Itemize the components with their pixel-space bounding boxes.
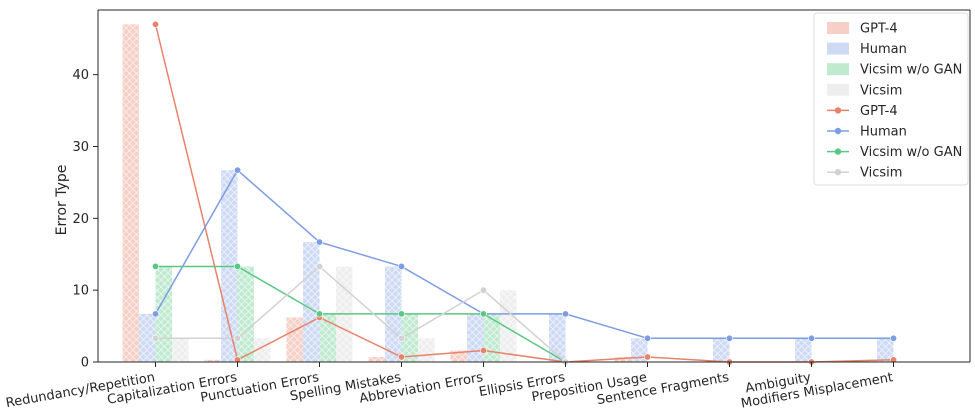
bar-hatch-human [467,313,484,362]
bar-hatch-vicsim [500,290,517,362]
bar-hatch-human [631,338,648,362]
y-tick-label: 10 [72,284,89,299]
bar-hatch-human [549,313,566,362]
y-tick-label: 40 [72,68,89,83]
lines-layer [152,20,897,366]
legend-marker [834,127,842,135]
point-human [807,334,815,342]
point-vicsim-w-o-gan [234,262,242,270]
bar-hatch-human [303,242,320,362]
point-human [643,334,651,342]
bar-hatch-vicsim-w-o-gan [401,313,418,362]
legend-label: Human [860,125,907,140]
bar-hatch-gpt-4 [204,359,221,362]
point-vicsim-w-o-gan [152,262,160,270]
legend-label: Vicsim w/o GAN [860,63,962,78]
y-tick-label: 20 [72,212,89,227]
legend-label: Human [860,42,907,57]
point-human [561,310,569,318]
point-vicsim-w-o-gan [479,310,487,318]
bar-hatch-vicsim-w-o-gan [237,266,254,362]
legend-bar-swatch [827,83,849,96]
legend-label: GPT-4 [860,22,898,37]
point-vicsim [234,334,242,342]
point-human [889,334,897,342]
y-tick-label: 0 [81,356,89,371]
legend-marker [834,148,842,155]
bar-hatch-human [795,338,812,362]
legend-bar-swatch [827,22,849,34]
line-vicsim-w-o-gan [155,265,566,363]
bar-hatch-vicsim-w-o-gan [319,313,336,362]
legend-frame [813,12,969,186]
point-human [152,310,160,318]
legend-marker [834,169,842,176]
point-human [397,262,405,270]
line-vicsim [155,265,566,363]
axes-layer [97,9,971,363]
bar-hatch-human [139,313,156,362]
point-vicsim [397,334,405,342]
legend-label: GPT-4 [860,104,898,119]
point-vicsim [315,262,323,270]
point-human [315,238,323,246]
point-human [234,166,242,174]
y-axis-title: Error Type [54,165,70,236]
bar-hatch-gpt-4 [450,350,467,362]
legend-bar-swatch [827,63,849,76]
legend-marker [834,107,842,114]
bar-hatch-human [713,338,730,362]
bar-hatch-human [877,338,894,362]
point-vicsim-w-o-gan [397,310,405,318]
point-human [725,334,733,342]
bar-hatch-vicsim [172,338,189,362]
point-gpt-4 [152,20,160,28]
bar-hatch-gpt-4 [286,317,303,362]
line-human [154,169,894,340]
bar-hatch-gpt-4 [368,356,385,362]
point-vicsim [479,286,487,294]
point-gpt-4 [479,347,487,355]
bar-hatch-vicsim [418,338,435,362]
bar-hatch-gpt-4 [614,356,631,362]
bar-hatch-gpt-4 [122,24,139,363]
legend-label: Vicsim [860,83,902,98]
point-vicsim [152,334,160,342]
legend-bar-swatch [827,42,849,55]
point-vicsim-w-o-gan [315,310,323,318]
bar-hatch-vicsim-w-o-gan [483,313,500,362]
point-gpt-4 [643,353,651,361]
line-gpt-4 [154,24,894,363]
legend: GPT-4 Human Vicsim w/o GAN Vicsim GPT-4 Human… [813,12,969,186]
legend-label: Vicsim [860,166,902,181]
y-tick-label: 30 [72,140,89,155]
y-ticks: 0 10 20 30 40 [72,68,98,371]
legend-label: Vicsim w/o GAN [860,145,962,160]
point-gpt-4 [397,353,405,361]
